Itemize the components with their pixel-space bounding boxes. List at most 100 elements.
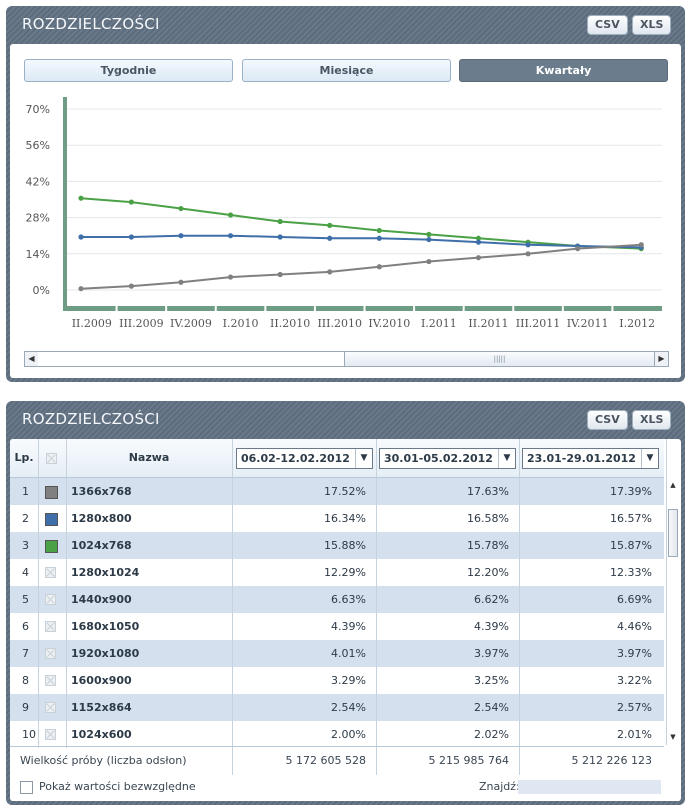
row-value-2: 17.63% [467,485,509,498]
data-point[interactable] [327,269,333,275]
absolute-values-checkbox[interactable] [20,781,33,794]
x-axis-gap [264,306,267,311]
data-point[interactable] [475,255,482,261]
y-tick-label: 28% [26,212,50,225]
data-point[interactable] [376,264,382,270]
scroll-right-icon[interactable]: ▶ [655,352,668,366]
y-tick-label: 56% [26,139,50,152]
x-tick-label: III.2011 [516,317,561,330]
row-value-3: 16.57% [610,512,652,525]
chevron-down-icon[interactable]: ▼ [498,449,515,468]
series-toggle-icon[interactable] [45,702,56,713]
row-value-2: 3.25% [474,674,509,687]
data-point[interactable] [525,251,531,257]
table-row[interactable]: 9 1152x864 2.54% 2.54% 2.57% [10,694,664,721]
row-value-1: 15.88% [324,539,366,552]
period-select-3[interactable]: 23.01-29.01.2012 ▼ [522,448,659,469]
table-vertical-scrollbar[interactable]: ▲ ▼ [666,439,679,745]
chart-panel: ROZDZIELCZOŚCI CSV XLS Tygodnie Miesiące… [6,6,685,382]
data-point[interactable] [227,212,234,218]
series-toggle-icon[interactable] [45,567,56,578]
table-row[interactable]: 2 1280x800 16.34% 16.58% 16.57% [10,505,664,532]
data-point[interactable] [475,239,482,245]
absolute-values-label[interactable]: Pokaż wartości bezwzględne [39,780,196,793]
series-color-swatch[interactable] [45,486,58,499]
chevron-down-icon[interactable]: ▼ [355,449,372,468]
row-value-2: 12.20% [467,566,509,579]
row-value-1: 6.63% [331,593,366,606]
data-point[interactable] [128,234,134,240]
sample-size-value-3: 5 212 226 123 [571,754,652,767]
series-toggle-icon[interactable] [45,729,56,740]
xls-export-button[interactable]: XLS [632,410,672,430]
series-toggle-icon[interactable] [45,621,56,632]
toggle-all-series-icon[interactable] [46,453,57,464]
chart-horizontal-scrollbar[interactable]: ◀ ||||| ▶ [24,351,669,367]
csv-export-button[interactable]: CSV [587,410,628,430]
row-index: 8 [22,674,29,687]
series-toggle-icon[interactable] [45,594,56,605]
data-point[interactable] [277,271,283,278]
data-point[interactable] [575,246,581,252]
data-point[interactable] [178,205,184,212]
data-point[interactable] [227,233,234,239]
table-row[interactable]: 7 1920x1080 4.01% 3.97% 3.97% [10,640,664,667]
data-point[interactable] [525,242,531,248]
data-point[interactable] [426,236,432,243]
data-point[interactable] [178,279,184,285]
tab-quarters[interactable]: Kwartały [459,59,668,82]
table-row[interactable]: 8 1600x900 3.29% 3.25% 3.22% [10,667,664,694]
y-tick-label: 70% [26,103,50,116]
data-point[interactable] [128,283,134,289]
data-point[interactable] [638,242,644,248]
y-tick-label: 42% [26,175,50,188]
data-point[interactable] [426,231,432,238]
data-point[interactable] [78,234,84,240]
data-point[interactable] [426,258,432,265]
data-point[interactable] [327,222,333,228]
data-point[interactable] [475,235,482,241]
series-color-swatch[interactable] [45,513,58,526]
data-point[interactable] [78,286,84,292]
series-color-swatch[interactable] [45,540,58,553]
data-point[interactable] [78,195,84,201]
table-row[interactable]: 4 1280x1024 12.29% 12.20% 12.33% [10,559,664,586]
y-tick-label: 0% [33,284,50,297]
scrollbar-thumb[interactable]: ||||| [344,352,655,366]
scroll-down-icon[interactable]: ▼ [670,733,676,741]
scroll-up-icon[interactable]: ▲ [670,481,676,489]
data-point[interactable] [178,233,184,239]
tab-months[interactable]: Miesiące [242,59,451,82]
series-toggle-icon[interactable] [45,675,56,686]
row-index: 4 [22,566,29,579]
data-point[interactable] [277,234,283,240]
data-point[interactable] [277,218,283,225]
table-row[interactable]: 6 1680x1050 4.39% 4.39% 4.46% [10,613,664,640]
table-row[interactable]: 3 1024x768 15.88% 15.78% 15.87% [10,532,664,559]
data-point[interactable] [128,199,134,205]
data-point[interactable] [376,227,382,234]
series-toggle-icon[interactable] [45,648,56,659]
scrollbar-thumb[interactable] [668,509,678,557]
tab-weeks[interactable]: Tygodnie [24,59,233,82]
data-point[interactable] [227,274,234,280]
table-header: Lp. Nazwa 06.02-12.02.2012 ▼ 30.01-05.02… [10,439,664,478]
data-point[interactable] [327,235,333,241]
table-row[interactable]: 5 1440x900 6.63% 6.62% 6.69% [10,586,664,613]
sample-size-value-2: 5 215 985 764 [428,754,509,767]
period-select-2[interactable]: 30.01-05.02.2012 ▼ [379,448,516,469]
table-row[interactable]: 10 1024x600 2.00% 2.02% 2.01% [10,721,664,748]
period-select-1[interactable]: 06.02-12.02.2012 ▼ [236,448,373,469]
find-input[interactable] [518,780,661,794]
table-row[interactable]: 1 1366x768 17.52% 17.63% 17.39% [10,478,664,505]
xls-export-button[interactable]: XLS [632,15,672,35]
scroll-left-icon[interactable]: ◀ [25,352,38,366]
x-tick-label: IV.2010 [368,317,410,330]
table-footer-bar: Pokaż wartości bezwzględne Znajdź: [10,775,680,801]
data-point[interactable] [376,235,382,241]
row-name: 1600x900 [71,674,132,687]
x-tick-label: II.2010 [270,317,310,330]
header-name[interactable]: Nazwa [128,451,170,464]
chevron-down-icon[interactable]: ▼ [641,449,658,468]
csv-export-button[interactable]: CSV [587,15,628,35]
